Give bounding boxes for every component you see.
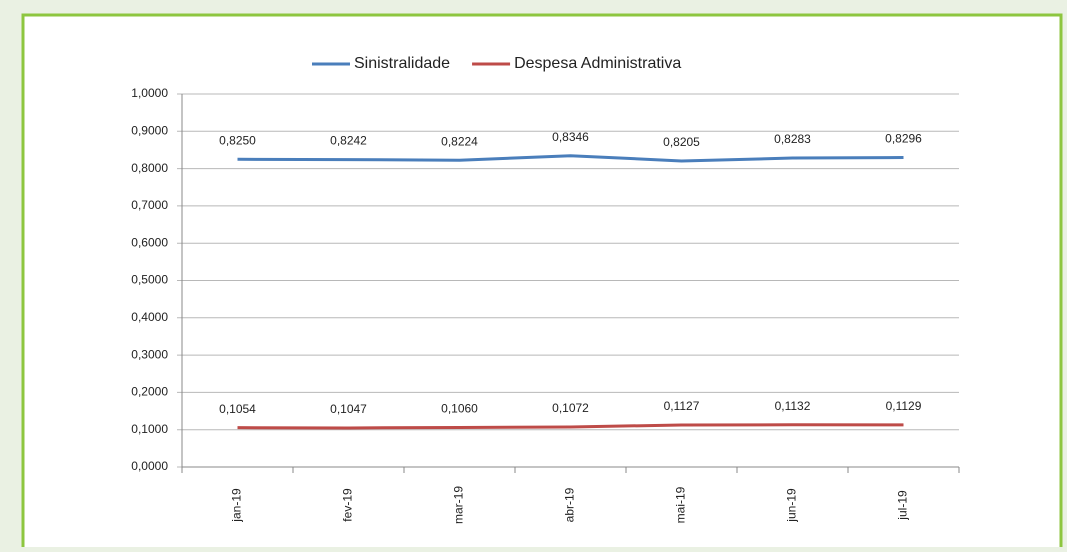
- legend-text: Despesa Administrativa: [514, 55, 681, 72]
- x-tick-label: jan-19: [230, 488, 244, 523]
- legend-text: Sinistralidade: [354, 55, 450, 72]
- data-label: 0,8224: [441, 134, 478, 148]
- data-label: 0,8346: [552, 130, 589, 144]
- data-label: 0,1047: [330, 402, 367, 416]
- x-tick-label: fev-19: [341, 488, 355, 522]
- data-label: 0,1132: [775, 399, 811, 413]
- x-tick-label: jul-19: [896, 490, 910, 521]
- x-tick-label: jun-19: [785, 488, 799, 523]
- y-tick-label: 0,4000: [131, 310, 168, 324]
- x-tick-label: abr-19: [563, 487, 577, 522]
- y-tick-label: 0,2000: [131, 385, 168, 399]
- data-label: 0,8283: [774, 132, 811, 146]
- x-tick-label: mai-19: [674, 486, 688, 523]
- x-tick-label: mar-19: [452, 486, 466, 524]
- y-tick-label: 0,9000: [131, 123, 168, 137]
- data-label: 0,8205: [663, 135, 700, 149]
- data-label: 0,8296: [885, 132, 922, 146]
- y-tick-label: 0,1000: [131, 422, 168, 436]
- y-tick-label: 0,5000: [131, 273, 168, 287]
- panel: [21, 13, 1063, 552]
- y-tick-label: 0,0000: [131, 459, 168, 473]
- y-tick-label: 0,3000: [131, 347, 168, 361]
- data-label: 0,1072: [552, 401, 589, 415]
- data-label: 0,1054: [219, 402, 256, 416]
- y-tick-label: 1,0000: [131, 86, 168, 100]
- y-tick-label: 0,8000: [131, 161, 168, 175]
- data-label: 0,1127: [664, 399, 700, 413]
- y-tick-label: 0,7000: [131, 198, 168, 212]
- y-tick-label: 0,6000: [131, 235, 168, 249]
- series-line: [237, 154, 904, 163]
- data-label: 0,1060: [441, 402, 478, 416]
- data-label: 0,8250: [219, 133, 256, 147]
- data-label: 0,1129: [886, 399, 922, 413]
- data-label: 0,8242: [330, 134, 367, 148]
- series-line: [237, 423, 904, 430]
